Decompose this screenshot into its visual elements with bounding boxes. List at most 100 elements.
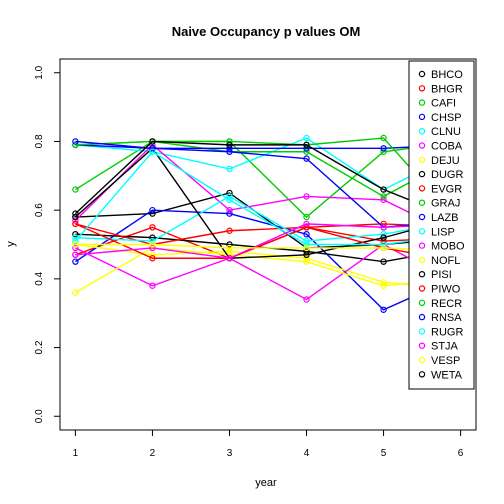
x-tick-label: 2 — [150, 448, 156, 459]
legend-label: WETA — [431, 369, 463, 381]
legend-entry: WETA — [418, 369, 463, 381]
legend-label: CAFI — [431, 98, 456, 110]
legend-entry: BHGR — [418, 83, 463, 95]
legend-label: COBA — [431, 141, 463, 153]
data-point — [149, 251, 156, 259]
x-axis-label: year — [255, 477, 277, 489]
legend-label: RNSA — [431, 312, 462, 324]
legend-marker — [418, 156, 426, 163]
data-point — [72, 186, 79, 193]
series-line — [75, 209, 461, 311]
data-point — [380, 134, 387, 142]
series-line — [75, 243, 461, 301]
data-point — [72, 289, 79, 296]
data-point — [303, 141, 310, 149]
y-axis-label: y — [5, 241, 17, 247]
data-point — [380, 279, 387, 286]
legend-label: RECR — [431, 298, 462, 310]
legend-entry: EVGR — [418, 183, 462, 195]
legend-marker — [418, 328, 426, 335]
data-point — [380, 196, 387, 204]
data-point — [303, 220, 310, 228]
legend-label: BHCO — [431, 69, 463, 81]
chart-title: Naive Occupancy p values OM — [172, 24, 361, 39]
series-line — [75, 247, 461, 294]
y-axis: 0.0 0.2 0.4 0.6 0.8 1.0 — [34, 65, 60, 423]
legend-entry: RUGR — [418, 326, 463, 338]
y-tick-label: 0.2 — [34, 340, 45, 354]
series-line — [75, 223, 461, 259]
legend-label: BHGR — [431, 83, 463, 95]
data-point — [226, 193, 233, 200]
legend-entry: BHCO — [418, 69, 463, 81]
data-point — [149, 244, 156, 252]
data-point — [380, 148, 387, 155]
data-point — [149, 224, 156, 231]
data-point — [226, 248, 233, 255]
legend-marker — [418, 271, 426, 278]
data-point — [303, 230, 310, 238]
legend-label: LISP — [431, 226, 455, 238]
legend-entry: MOBO — [418, 241, 465, 253]
y-tick-label: 0.4 — [34, 271, 45, 285]
data-point — [303, 251, 310, 259]
data-point — [380, 244, 387, 252]
data-point — [149, 148, 156, 155]
series-layer — [72, 134, 464, 313]
legend-entry: CLNU — [418, 126, 461, 138]
legend-marker — [418, 256, 426, 264]
legend-entry: PIWO — [418, 284, 461, 296]
legend-entry: COBA — [418, 141, 463, 153]
data-point — [380, 282, 387, 289]
legend-entry: DEJU — [418, 155, 460, 167]
legend: BHCO BHGR CAFI CHSP CLNU COBA DEJU DUGR EVGR GRAJ… — [408, 60, 475, 390]
series-mobo — [72, 241, 464, 303]
data-point — [380, 186, 387, 193]
legend-marker — [418, 99, 426, 106]
legend-box — [408, 60, 475, 390]
legend-label: VESP — [431, 355, 460, 367]
data-point — [303, 244, 310, 252]
legend-marker — [418, 299, 426, 306]
series-line — [75, 195, 461, 242]
legend-label: RUGR — [431, 326, 463, 338]
legend-marker — [418, 70, 426, 78]
data-point — [226, 141, 233, 149]
data-point — [226, 138, 233, 145]
legend-marker — [418, 371, 426, 378]
legend-entry: DUGR — [418, 169, 463, 181]
legend-entry: RECR — [418, 298, 462, 310]
data-point — [303, 224, 310, 231]
series-line — [74, 150, 461, 246]
data-point — [303, 255, 310, 262]
legend-marker — [418, 85, 426, 92]
data-point — [226, 189, 233, 197]
data-point — [72, 210, 79, 217]
data-point — [72, 258, 79, 265]
y-tick-label: 0.8 — [34, 134, 45, 148]
series-line — [75, 137, 461, 191]
x-tick-label: 1 — [73, 448, 79, 459]
legend-label: DEJU — [431, 155, 460, 167]
plot-frame — [59, 58, 477, 431]
legend-marker — [418, 228, 426, 235]
legend-marker — [418, 127, 426, 135]
data-point — [303, 237, 310, 245]
data-point — [149, 282, 156, 289]
data-point — [149, 145, 156, 152]
legend-marker — [418, 185, 426, 192]
data-point — [149, 206, 156, 214]
data-point — [226, 165, 233, 173]
series-weta — [72, 138, 464, 224]
legend-entry: LISP — [418, 226, 455, 238]
legend-marker — [418, 199, 426, 206]
legend-marker — [418, 142, 426, 149]
data-point — [303, 134, 310, 142]
data-point — [149, 255, 156, 262]
legend-label: PIWO — [431, 284, 461, 296]
series-clnu — [72, 134, 464, 193]
legend-marker — [418, 313, 426, 321]
data-point — [72, 244, 79, 252]
legend-entry: CHSP — [418, 112, 462, 124]
data-point — [380, 306, 387, 313]
